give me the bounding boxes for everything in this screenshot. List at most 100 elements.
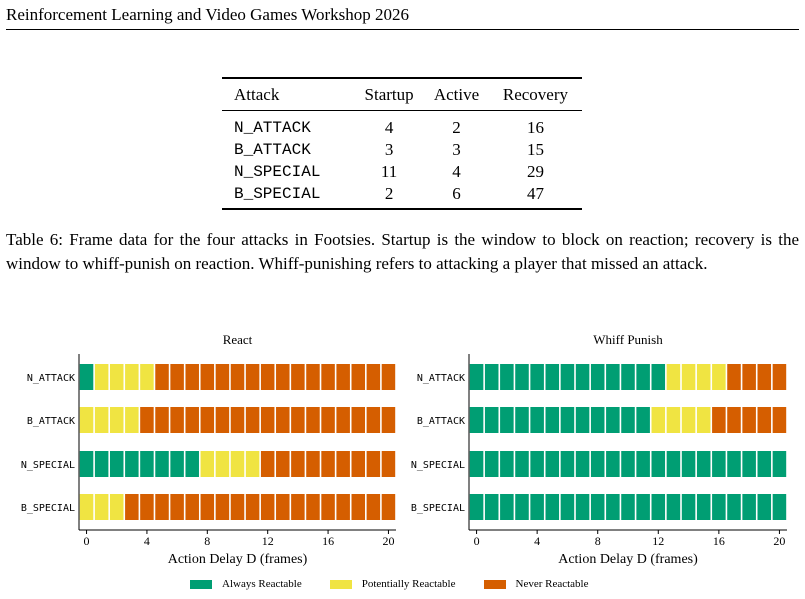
heatmap-cell	[515, 364, 529, 390]
heatmap-cell	[215, 451, 230, 477]
heatmap-cell	[651, 364, 666, 390]
heatmap-cell	[185, 451, 199, 477]
heatmap-cell	[276, 451, 290, 477]
heatmap-cell	[215, 364, 230, 390]
x-tick-label: 20	[382, 534, 394, 548]
heatmap-cell	[170, 451, 184, 477]
heatmap-cell	[636, 494, 650, 520]
heatmap-cell	[469, 451, 484, 477]
heatmap-cell	[484, 364, 499, 390]
column-header-active: Active	[433, 84, 480, 104]
y-tick-label: N_SPECIAL	[21, 460, 75, 471]
y-tick-label: N_ATTACK	[27, 373, 75, 384]
cell-recovery: 15	[526, 140, 544, 159]
heatmap-cell	[469, 364, 484, 390]
cell-active: 2	[452, 118, 461, 137]
heatmap-cell	[351, 364, 366, 390]
heatmap-cell	[109, 494, 124, 520]
legend-item-never: Never Reactable	[483, 578, 588, 590]
heatmap-cell	[560, 364, 575, 390]
heatmap-cell	[530, 451, 544, 477]
heatmap-cell	[381, 451, 396, 477]
cell-active: 3	[452, 140, 461, 159]
x-tick-label: 12	[652, 534, 664, 548]
heatmap-cell	[757, 451, 772, 477]
heatmap-cell	[727, 364, 741, 390]
heatmap-cell	[742, 494, 756, 520]
heatmap-cell	[696, 451, 711, 477]
heatmap-cell	[155, 407, 169, 433]
heatmap-cell	[185, 494, 199, 520]
heatmap-cell	[306, 494, 320, 520]
y-tick-label: B_ATTACK	[27, 416, 75, 427]
column-header-startup: Startup	[364, 84, 414, 104]
heatmap-cell	[651, 407, 666, 433]
x-tick-label: 16	[713, 534, 725, 548]
y-tick-label: B_ATTACK	[417, 416, 465, 427]
heatmap-cell	[109, 407, 124, 433]
heatmap-cell	[666, 407, 681, 433]
cell-recovery: 16	[526, 118, 544, 137]
heatmap-cell	[636, 451, 650, 477]
heatmap-cell	[170, 364, 184, 390]
heatmap-cell	[575, 407, 590, 433]
heatmap-cell	[79, 494, 94, 520]
heatmap-cell	[575, 494, 590, 520]
heatmap-cell	[291, 451, 305, 477]
cell-attack: N_ATTACK	[234, 119, 311, 137]
frame-data-table: Attack Startup Active Recovery N_ATTACK …	[222, 77, 582, 210]
heatmap-cell	[94, 407, 109, 433]
heatmap-cell	[140, 451, 154, 477]
heatmap-cell	[245, 364, 260, 390]
table-row: N_ATTACK 4 2 16	[222, 111, 582, 140]
heatmap-cell	[696, 364, 711, 390]
heatmap-cell	[727, 494, 741, 520]
heatmap-cell	[727, 451, 741, 477]
heatmap-cell	[575, 364, 590, 390]
cell-recovery: 29	[526, 162, 544, 181]
x-tick-label: 16	[322, 534, 334, 548]
heatmap-cell	[742, 364, 756, 390]
legend-item-potential: Potentially Reactable	[329, 578, 456, 590]
heatmap-cell	[636, 364, 650, 390]
heatmap-cell	[636, 407, 650, 433]
heatmap-cell	[200, 364, 215, 390]
table-row: B_SPECIAL 2 6 47	[222, 183, 582, 209]
heatmap-cell	[469, 407, 484, 433]
heatmap-cell	[306, 407, 320, 433]
heatmap-cell	[336, 364, 350, 390]
heatmap-cell	[185, 407, 199, 433]
heatmap-cell	[772, 451, 787, 477]
heatmap-cell	[321, 494, 335, 520]
x-tick-label: 12	[262, 534, 274, 548]
heatmap-cell	[321, 407, 335, 433]
heatmap-cell	[200, 407, 215, 433]
heatmap-cell	[79, 364, 94, 390]
cell-active: 4	[452, 162, 461, 181]
x-tick-label: 8	[204, 534, 210, 548]
heatmap-cell	[500, 364, 514, 390]
heatmap-cell	[79, 451, 94, 477]
heatmap-cell	[276, 407, 290, 433]
cell-attack: B_ATTACK	[234, 141, 311, 159]
heatmap-cell	[757, 407, 772, 433]
heatmap-cell	[742, 451, 756, 477]
heatmap-cell	[185, 364, 199, 390]
y-tick-label: B_SPECIAL	[21, 503, 75, 514]
heatmap-cell	[681, 364, 696, 390]
heatmap-cell	[712, 407, 726, 433]
heatmap-cell	[712, 494, 726, 520]
heatmap-cell	[321, 364, 335, 390]
heatmap-cell	[666, 494, 681, 520]
header-rule	[6, 29, 799, 30]
react-panel-title: React	[223, 332, 253, 347]
x-tick-label: 0	[84, 534, 90, 548]
heatmap-cell	[772, 494, 787, 520]
y-tick-label: B_SPECIAL	[411, 503, 465, 514]
heatmap-cell	[772, 364, 787, 390]
cell-attack: N_SPECIAL	[234, 163, 321, 181]
heatmap-cell	[306, 451, 320, 477]
heatmap-cell	[500, 494, 514, 520]
heatmap-cell	[291, 494, 305, 520]
y-tick-label: N_SPECIAL	[411, 460, 465, 471]
